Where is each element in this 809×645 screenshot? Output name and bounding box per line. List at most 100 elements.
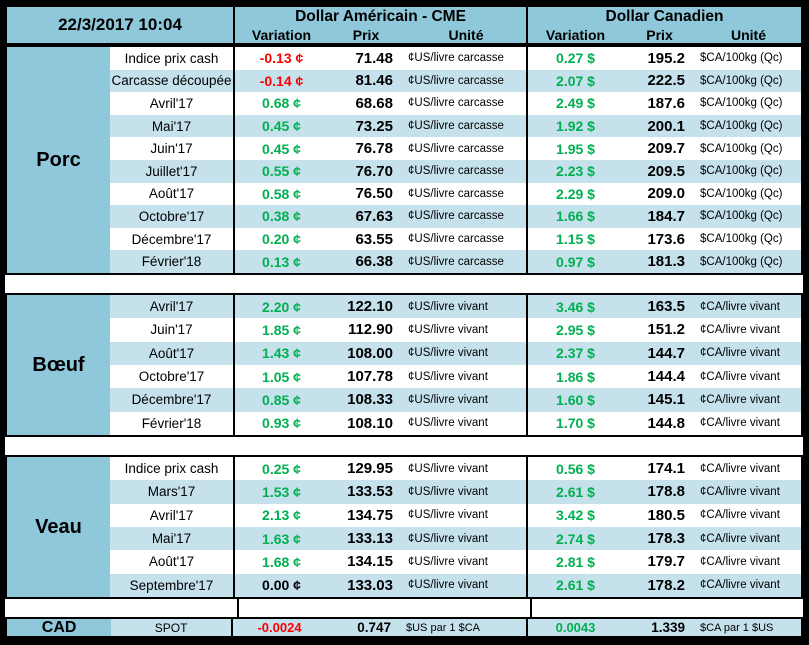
us-variation: 1.05 ¢ [262, 368, 301, 385]
us-variation: 0.85 ¢ [262, 391, 301, 408]
ca-unit: $CA/100kg (Qc) [700, 142, 783, 155]
us-unit: ¢US/livre carcasse [404, 227, 528, 251]
ca-variation: 1.92 $ [556, 118, 595, 135]
us-variation: 0.13 ¢ [262, 253, 301, 270]
ca-unit: $CA/100kg (Qc) [700, 120, 783, 133]
spot-us-unit: $US par 1 $CA [406, 621, 480, 634]
row-label: Avril'17 [110, 92, 235, 115]
ca-price: 174.1 [647, 460, 685, 478]
ca-variation-header: Variation [545, 26, 606, 43]
us-price: 73.25 [355, 117, 393, 135]
us-price: 66.38 [355, 253, 393, 271]
section-gap [5, 599, 803, 617]
table-row: Avril'17 2.13 ¢ 134.75 ¢US/livre vivant … [110, 503, 801, 527]
ca-price: 209.0 [647, 185, 685, 203]
ca-unit: $CA/100kg (Qc) [700, 74, 783, 87]
us-unit: ¢US/livre vivant [404, 341, 528, 365]
row-label: Février'18 [110, 250, 235, 273]
row-label: Juin'17 [110, 318, 235, 342]
row-label: Décembre'17 [110, 227, 235, 251]
ca-variation: 2.74 $ [556, 530, 595, 547]
ca-price: 178.8 [647, 483, 685, 501]
cad-spot-row: CAD SPOT -0.0024 0.747 $US par 1 $CA 0.0… [5, 617, 803, 638]
gap-vertical-line [237, 599, 239, 617]
us-price: 67.63 [355, 207, 393, 225]
table-row: Août'17 0.58 ¢ 76.50 ¢US/livre carcasse … [110, 182, 801, 206]
us-variation: -0.14 ¢ [259, 72, 304, 89]
section-boeuf: Bœuf Avril'17 2.20 ¢ 122.10 ¢US/livre vi… [5, 293, 803, 437]
ca-unit: $CA/100kg (Qc) [700, 210, 783, 223]
ca-variation: 1.66 $ [556, 208, 595, 225]
us-price: 76.70 [355, 162, 393, 180]
table-row: Septembre'17 0.00 ¢ 133.03 ¢US/livre viv… [110, 573, 801, 597]
us-variation: 0.25 ¢ [262, 460, 301, 477]
ca-variation: 2.37 $ [556, 345, 595, 362]
us-variation: 0.45 ¢ [262, 118, 301, 135]
us-unit: ¢US/livre vivant [404, 318, 528, 342]
us-unit: ¢US/livre carcasse [404, 250, 528, 273]
ca-variation: 0.56 $ [556, 460, 595, 477]
ca-dollar-group: Dollar Canadien Variation Prix Unité [528, 7, 801, 43]
ca-price: 184.7 [647, 207, 685, 225]
table-row: Juin'17 0.45 ¢ 76.78 ¢US/livre carcasse … [110, 137, 801, 160]
us-price: 63.55 [355, 230, 393, 248]
us-variation: 1.53 ¢ [262, 483, 301, 500]
us-unit: ¢US/livre vivant [404, 503, 528, 527]
us-variation: -0.13 ¢ [259, 50, 304, 67]
us-price: 129.95 [347, 460, 393, 478]
us-unit: ¢US/livre vivant [404, 411, 528, 435]
ca-variation: 2.61 $ [556, 483, 595, 500]
ca-unit: $CA/100kg (Qc) [700, 165, 783, 178]
ca-variation: 2.95 $ [556, 321, 595, 338]
us-unit: ¢US/livre carcasse [404, 92, 528, 115]
row-label: Septembre'17 [110, 573, 235, 597]
us-group-title: Dollar Américain - CME [295, 7, 466, 25]
ca-variation: 1.60 $ [556, 391, 595, 408]
us-unit: ¢US/livre carcasse [404, 47, 528, 70]
section-gap [5, 437, 803, 455]
ca-price: 145.1 [647, 391, 685, 409]
us-variation-header: Variation [251, 26, 312, 43]
row-label: Octobre'17 [110, 205, 235, 228]
category-label-boeuf: Bœuf [7, 295, 110, 435]
us-unit: ¢US/livre vivant [404, 526, 528, 551]
row-label: Indice prix cash [110, 457, 235, 481]
us-subheader-row: Variation Prix Unité [235, 26, 526, 43]
spot-ca-values: 0.0043 1.339 $CA par 1 $US [528, 619, 801, 636]
table-row: Avril'17 0.68 ¢ 68.68 ¢US/livre carcasse… [110, 92, 801, 115]
us-price: 108.33 [347, 391, 393, 409]
spot-us-price: 0.747 [357, 620, 391, 635]
category-label-veau: Veau [7, 457, 110, 597]
ca-variation: 3.46 $ [556, 298, 595, 315]
us-unit: ¢US/livre vivant [404, 573, 528, 597]
ca-price: 163.5 [647, 298, 685, 316]
table-row: Juillet'17 0.55 ¢ 76.70 ¢US/livre carcas… [110, 159, 801, 183]
table-row: Indice prix cash -0.13 ¢ 71.48 ¢US/livre… [110, 47, 801, 70]
ca-variation: 2.49 $ [556, 95, 595, 112]
us-unit: ¢US/livre carcasse [404, 159, 528, 183]
row-label: Août'17 [110, 550, 235, 574]
spot-ca-unit: $CA par 1 $US [700, 621, 774, 634]
ca-unit: $CA/100kg (Qc) [700, 52, 783, 65]
us-price: 133.53 [347, 483, 393, 501]
ca-unit: ¢CA/livre vivant [700, 532, 780, 545]
ca-unite-header: Unité [731, 26, 766, 43]
us-variation: 2.20 ¢ [262, 298, 301, 315]
veau-rows: Indice prix cash 0.25 ¢ 129.95 ¢US/livre… [110, 457, 801, 597]
ca-variation: 1.15 $ [556, 231, 595, 248]
us-variation: 0.93 ¢ [262, 415, 301, 432]
category-label-cad: CAD [7, 619, 112, 636]
spot-ca-variation: 0.0043 [555, 620, 596, 635]
ca-price: 200.1 [647, 117, 685, 135]
us-unit: ¢US/livre vivant [404, 550, 528, 574]
table-row: Avril'17 2.20 ¢ 122.10 ¢US/livre vivant … [110, 295, 801, 319]
ca-price: 181.3 [647, 253, 685, 271]
us-unit: ¢US/livre carcasse [404, 205, 528, 228]
ca-unit: ¢CA/livre vivant [700, 485, 780, 498]
table-row: Mai'17 0.45 ¢ 73.25 ¢US/livre carcasse 1… [110, 114, 801, 138]
us-dollar-group: Dollar Américain - CME Variation Prix Un… [235, 7, 528, 43]
us-price: 108.00 [347, 344, 393, 362]
us-price: 76.50 [355, 185, 393, 203]
row-label: Mai'17 [110, 526, 235, 551]
spot-label: SPOT [111, 619, 233, 636]
